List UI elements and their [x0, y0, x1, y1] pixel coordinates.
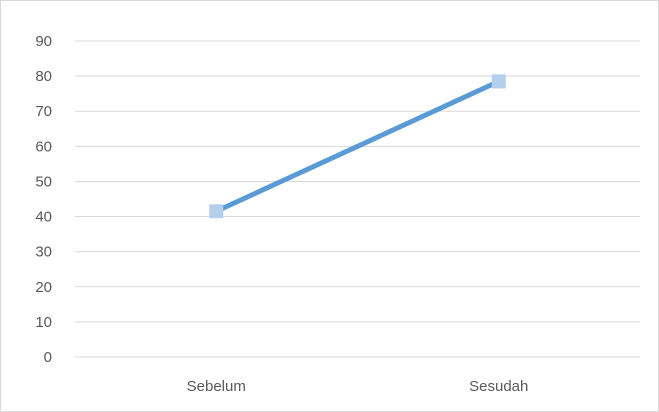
series-line	[213, 78, 502, 214]
y-tick-label: 80	[35, 68, 52, 85]
x-tick-label: Sebelum	[187, 378, 246, 395]
y-tick-label: 20	[35, 279, 52, 296]
y-tick-label: 70	[35, 103, 52, 120]
data-point-marker	[491, 74, 506, 89]
y-tick-label: 0	[44, 349, 52, 366]
y-tick-label: 60	[35, 138, 52, 155]
data-point-marker	[209, 204, 224, 219]
y-tick-label: 10	[35, 314, 52, 331]
y-tick-label: 50	[35, 173, 52, 190]
y-tick-label: 90	[35, 33, 52, 50]
y-tick-label: 30	[35, 244, 52, 261]
y-tick-label: 40	[35, 209, 52, 226]
x-tick-label: Sesudah	[469, 378, 528, 395]
